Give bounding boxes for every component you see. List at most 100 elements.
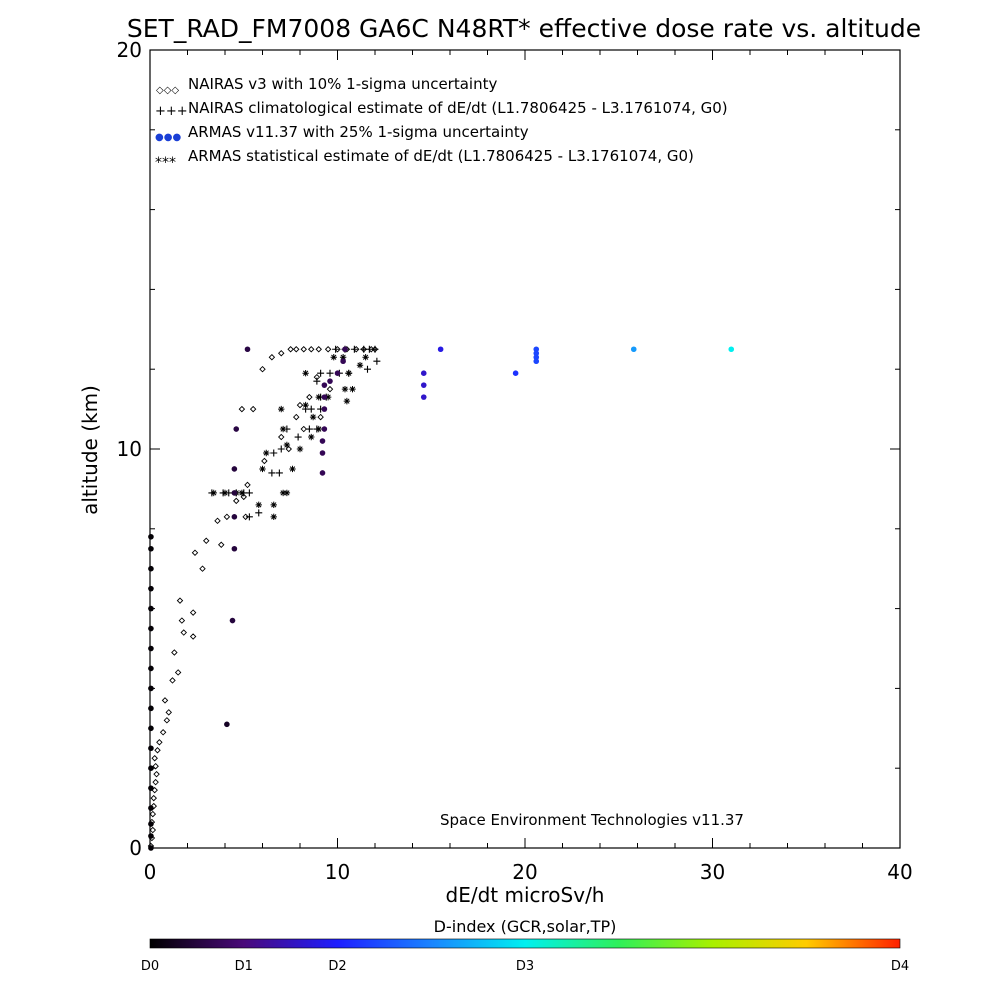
nairas-v3-point	[165, 709, 172, 716]
nairas-v3-point	[156, 739, 163, 746]
nairas-v3-point	[149, 826, 157, 834]
nairas-climatological-point	[255, 509, 263, 517]
armas-point	[437, 346, 444, 353]
armas-point	[630, 346, 637, 353]
armas-statistical-point	[302, 401, 309, 409]
nairas-v3-point	[214, 517, 221, 525]
armas-point	[148, 821, 154, 827]
nairas-v3-point	[169, 677, 176, 684]
armas-point	[148, 565, 154, 572]
armas-statistical-point	[315, 393, 322, 401]
nairas-v3-point	[293, 346, 300, 353]
nairas-v3-point	[152, 778, 159, 786]
armas-statistical-point	[309, 413, 317, 421]
nairas-v3-point	[223, 513, 231, 521]
legend-symbol-armas: ●●●	[155, 132, 181, 143]
nairas-v3-point	[300, 425, 307, 433]
armas-point	[334, 370, 341, 376]
nairas-v3-point	[268, 353, 276, 361]
armas-statistical-point	[263, 449, 270, 457]
nairas-v3-point	[315, 346, 322, 353]
nairas-v3-point	[308, 346, 315, 353]
armas-statistical-point	[255, 501, 262, 509]
armas-statistical-point	[362, 354, 369, 361]
nairas-v3-point	[278, 433, 285, 441]
armas-point	[148, 785, 154, 791]
armas-statistical-point	[289, 465, 296, 473]
nairas-v3-point	[306, 393, 313, 401]
nairas-v3-point	[180, 629, 187, 636]
armas-point	[148, 645, 154, 652]
nairas-climatological-point	[364, 365, 371, 373]
legend-symbol-nairas-v3: ◇◇◇	[156, 85, 179, 96]
nairas-v3-point	[178, 617, 186, 624]
colorbar-tick-label: D2	[328, 959, 346, 974]
nairas-v3-point	[287, 346, 294, 353]
armas-statistical-point	[345, 369, 352, 377]
nairas-climatological-point	[350, 345, 358, 353]
armas-point	[233, 426, 240, 432]
colorbar-tick-label: D0	[141, 959, 159, 974]
nairas-climatological-point	[277, 445, 285, 453]
legend-label-armas-stat: ARMAS statistical estimate of dE/dt (L1.…	[188, 147, 694, 165]
armas-statistical-point	[341, 385, 349, 393]
armas-statistical-point	[349, 385, 356, 393]
armas-statistical-point	[315, 425, 322, 433]
x-tick-label: 10	[325, 860, 350, 884]
x-axis-label: dE/dt microSv/h	[446, 883, 605, 907]
armas-point	[148, 845, 154, 851]
armas-point	[148, 705, 154, 712]
armas-point	[420, 382, 427, 388]
nairas-v3-point	[244, 481, 251, 489]
nairas-v3-point	[151, 754, 158, 762]
armas-point	[148, 685, 154, 692]
nairas-climatological-point	[268, 469, 276, 477]
nairas-v3-point	[159, 729, 167, 736]
nairas-v3-point	[238, 405, 246, 413]
armas-point	[319, 438, 326, 444]
nairas-v3-point	[154, 747, 161, 754]
nairas-v3-point	[259, 365, 266, 373]
armas-point	[148, 665, 154, 672]
nairas-v3-point	[203, 537, 210, 545]
armas-statistical-point	[270, 501, 277, 509]
armas-point	[321, 426, 328, 432]
nairas-v3-point	[189, 633, 197, 640]
legend-symbol-armas-stat: ***	[155, 155, 176, 171]
nairas-v3-point	[300, 346, 307, 353]
y-axis-label: altitude (km)	[78, 385, 102, 515]
nairas-climatological-point	[313, 377, 321, 385]
colorbar-title: D-index (GCR,solar,TP)	[434, 917, 617, 936]
axes: 0 10 20 30 40 0 10 20	[117, 38, 913, 884]
armas-statistical-point	[302, 369, 309, 377]
armas-point	[148, 625, 154, 632]
nairas-v3-point	[171, 649, 178, 656]
colorbar-tick-label: D3	[516, 959, 534, 974]
nairas-v3-point	[233, 497, 240, 505]
nairas-climatological-point	[371, 345, 379, 353]
armas-point	[533, 350, 540, 357]
armas-point	[148, 605, 154, 612]
armas-statistical-point	[296, 445, 304, 453]
nairas-v3-point	[317, 413, 324, 421]
nairas-climatological-point	[270, 449, 278, 457]
x-tick-label: 20	[512, 860, 537, 884]
nairas-climatological-point	[305, 425, 313, 433]
armas-point	[224, 721, 230, 728]
armas-statistical-point	[283, 489, 291, 497]
armas-statistical-point	[279, 425, 287, 433]
armas-point	[533, 354, 540, 361]
armas-point	[420, 394, 427, 400]
armas-point	[319, 470, 326, 476]
nairas-v3-point	[149, 810, 157, 818]
nairas-v3-point	[326, 385, 334, 393]
nairas-v3-point	[218, 541, 225, 548]
nairas-v3-point	[199, 565, 206, 572]
armas-point	[148, 745, 154, 752]
armas-point	[231, 545, 238, 552]
nairas-climatological-point	[307, 405, 315, 413]
nairas-climatological-point	[332, 345, 340, 353]
y-tick-label: 0	[129, 836, 142, 860]
armas-point	[420, 370, 427, 376]
armas-statistical-point	[330, 354, 337, 361]
